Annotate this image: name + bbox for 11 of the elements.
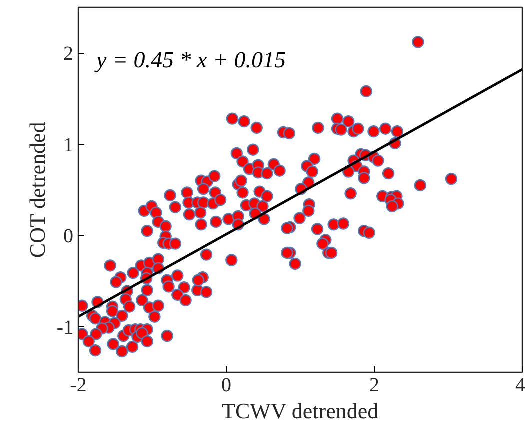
annotation: y = 0.45 * x + 0.015 xyxy=(94,48,286,72)
x-tick-label: -2 xyxy=(70,374,87,396)
x-tick-label: 4 xyxy=(516,374,525,396)
y-axis-title: COT detrended xyxy=(24,122,50,258)
x-tick-label: 2 xyxy=(370,374,380,396)
y-tick-label: 1 xyxy=(64,134,74,156)
y-tick-label: -1 xyxy=(56,316,74,339)
y-tick-label: 0 xyxy=(64,226,74,248)
x-tick-label: 0 xyxy=(222,374,232,396)
x-axis-title: TCWV detrended xyxy=(222,398,379,424)
y-tick-label: 2 xyxy=(64,43,74,66)
